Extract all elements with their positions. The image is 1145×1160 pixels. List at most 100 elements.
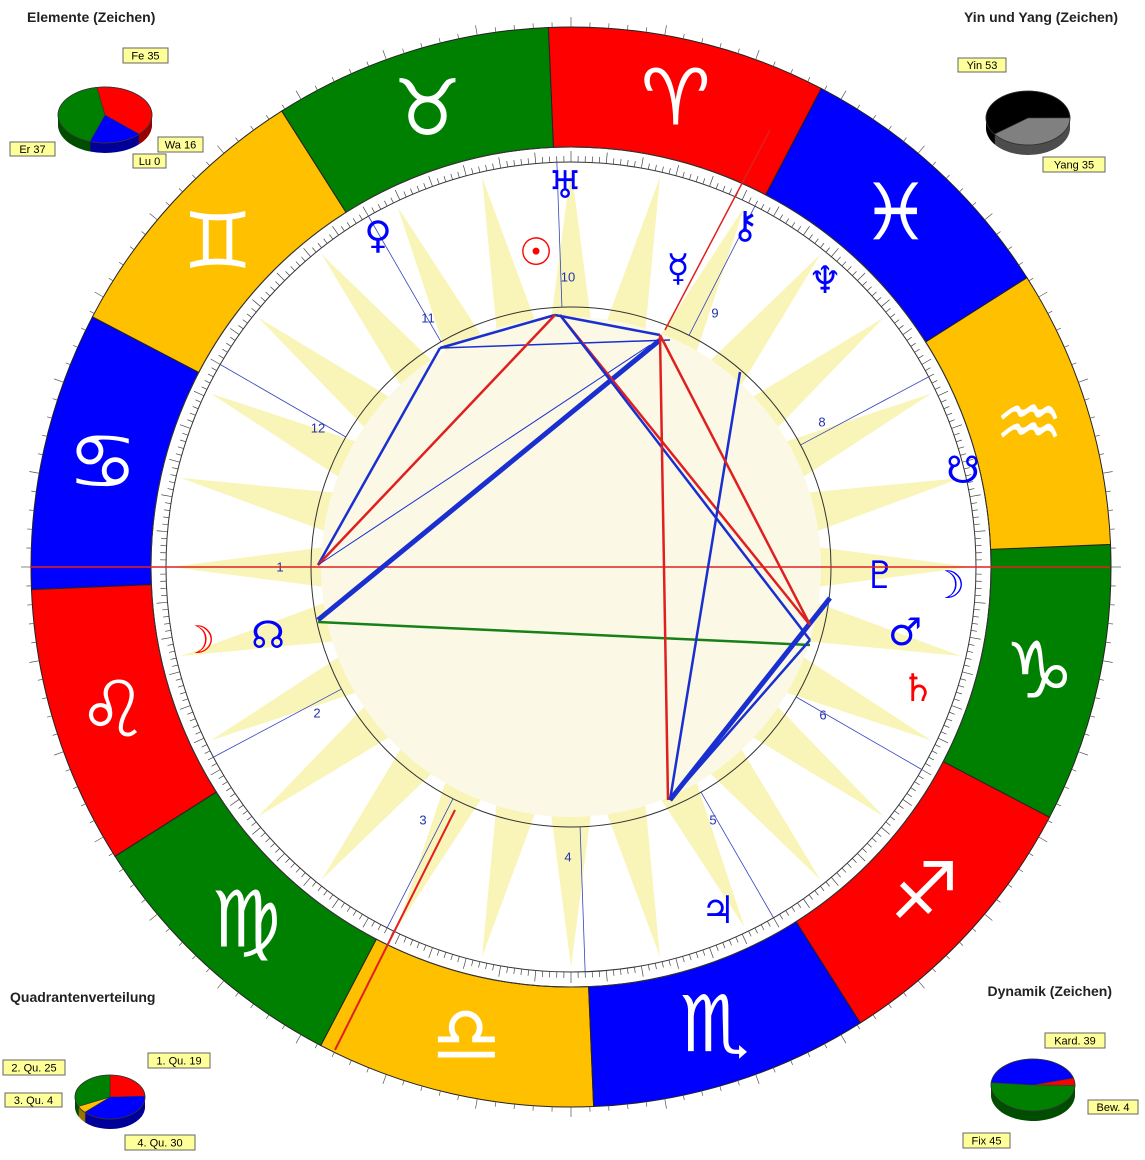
outer-tick [90,821,94,823]
degree-tick [634,967,635,973]
degree-tick [479,962,480,968]
degree-tick [969,644,975,645]
degree-tick [899,325,904,329]
degree-tick [972,510,978,511]
degree-tick [852,858,856,862]
outer-tick [1095,435,1100,436]
degree-tick [929,757,934,760]
degree-tick [907,337,912,340]
degree-tick [881,827,889,834]
degree-tick [929,374,934,377]
degree-tick [952,425,962,429]
degree-tick [384,928,387,933]
outer-tick [1056,804,1060,806]
degree-tick [301,257,305,262]
degree-tick [710,948,714,958]
degree-tick [507,967,508,973]
degree-tick [514,968,515,974]
degree-tick [941,400,946,402]
degree-tick [627,160,628,166]
degree-tick [755,928,758,933]
degree-tick [683,956,685,962]
degree-tick [742,190,747,200]
planet-glyph: ☋ [946,448,980,492]
degree-tick [780,914,783,919]
outer-tick [1090,417,1095,418]
degree-tick [925,763,930,766]
degree-tick [648,164,649,170]
outer-tick [514,1104,515,1109]
outer-tick [1085,399,1090,401]
outer-tick [421,43,422,48]
degree-tick [507,161,508,167]
degree-tick [168,644,174,645]
degree-tick [780,215,783,220]
outer-tick [367,1068,369,1073]
outer-tick [1048,821,1052,823]
astro-chart: ♋♌♍♎♏♐♑♒♓♈♉♊12345689101112♅♀☉☿⚷♆☋♇☽♂♄♃☽☊… [0,0,1145,1160]
degree-tick [803,226,809,235]
degree-tick [809,234,813,239]
degree-tick [881,300,889,307]
outer-tick [959,942,963,945]
degree-tick [877,833,882,837]
degree-tick [938,391,948,396]
outer-tick [29,623,34,624]
outer-tick [683,34,684,39]
outer-tick [665,1099,667,1109]
degree-tick [641,157,643,168]
degree-tick [886,308,891,312]
degree-tick [956,692,962,694]
outer-tick [825,86,827,90]
degree-tick [341,226,344,231]
outer-tick [918,981,924,989]
degree-tick [157,531,168,532]
outer-tick [1008,247,1012,250]
outer-tick [192,955,195,959]
degree-tick [749,931,752,936]
outer-tick [81,804,85,806]
degree-tick [285,858,289,862]
outer-tick [217,981,223,989]
house-number: 12 [311,421,325,436]
degree-tick [815,890,819,895]
degree-tick [973,517,979,518]
degree-tick [238,325,243,329]
degree-tick [971,630,977,631]
outer-tick [266,1015,269,1019]
degree-tick [275,848,279,852]
degree-tick [676,958,679,969]
degree-tick [613,158,614,164]
outer-tick [1019,262,1023,265]
degree-tick [164,623,170,624]
degree-tick [847,266,851,270]
degree-tick [395,190,400,200]
outer-tick [1090,716,1095,717]
outer-tick [439,38,440,43]
outer-tick [841,1035,846,1044]
degree-tick [222,782,227,785]
degree-tick [332,226,338,235]
degree-tick [767,208,770,213]
degree-tick [458,172,460,178]
degree-tick [710,176,714,186]
outer-tick [773,1068,775,1073]
outer-tick [1029,278,1033,281]
outer-tick [109,853,113,856]
degree-tick [973,616,979,617]
outer-tick [235,138,238,142]
outer-tick [683,1095,684,1100]
outer-tick [946,955,949,959]
degree-tick [634,161,635,167]
degree-tick [964,665,970,666]
degree-tick [372,921,375,926]
sign-glyph: ♋ [68,417,138,507]
outer-tick [1064,787,1069,789]
planet-glyph: ♆ [808,258,842,302]
degree-tick [655,165,656,171]
degree-tick [410,940,412,946]
degree-tick [914,349,919,352]
sign-glyph: ♉ [392,64,462,154]
degree-tick [277,853,285,861]
degree-tick [162,609,168,610]
